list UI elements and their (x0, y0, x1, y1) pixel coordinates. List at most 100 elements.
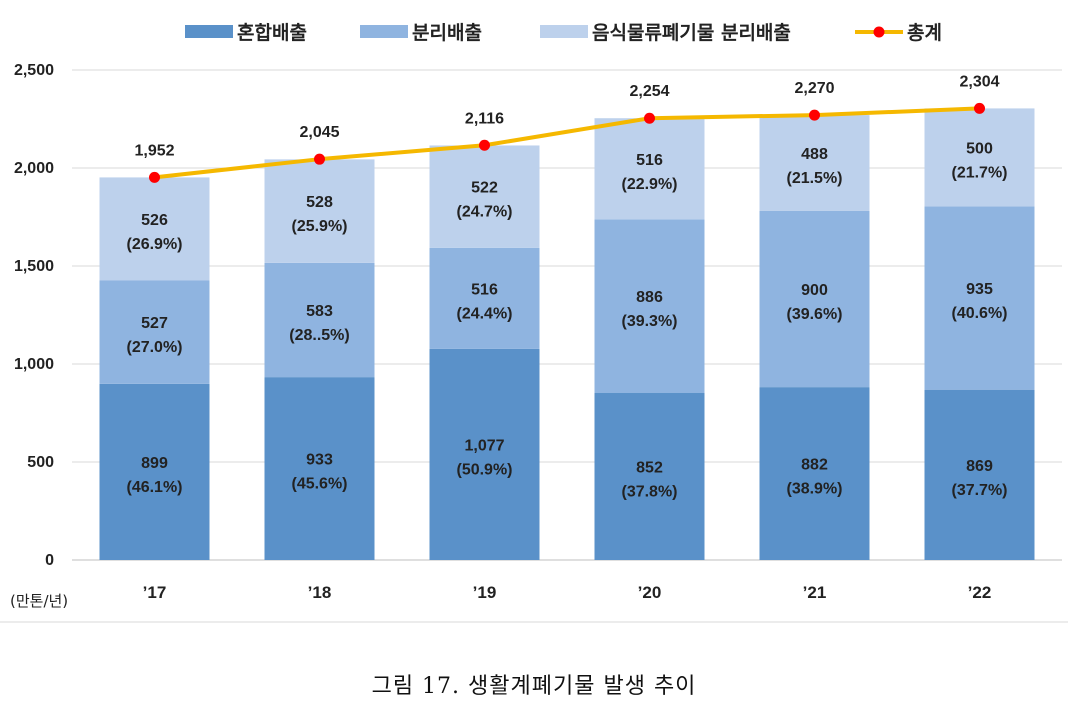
segment-value-label: 933 (306, 452, 333, 469)
legend-item: 분리배출 (360, 22, 482, 44)
x-axis-ticks: ’17 ’18 ’19 ’20 ’21 ’22 (143, 583, 992, 602)
bar-segment (759, 210, 870, 388)
segment-percent-label: (37.7%) (951, 482, 1007, 499)
bar-segment (264, 262, 375, 378)
bar-segment (99, 383, 210, 560)
total-marker (479, 139, 490, 151)
segment-value-label: 886 (636, 289, 663, 306)
bar-segment (99, 280, 210, 384)
legend-label: 음식물류폐기물 분리배출 (592, 22, 791, 44)
segment-value-label: 522 (471, 180, 498, 197)
bars (99, 108, 1035, 560)
y-tick-label: 1,500 (14, 258, 54, 275)
x-tick-label: ’21 (803, 583, 827, 602)
segment-value-label: 528 (306, 194, 333, 211)
segment-value-label: 526 (141, 212, 168, 229)
legend: 혼합배출 분리배출 음식물류폐기물 분리배출 총계 (185, 21, 942, 44)
total-line: 1,952 2,045 2,116 2,254 2,270 2,304 (134, 73, 1000, 183)
total-value-label: 2,304 (959, 73, 999, 90)
legend-swatch (360, 25, 408, 38)
legend-label: 분리배출 (412, 22, 482, 44)
y-axis-ticks: 0 500 1,000 1,500 2,000 2,500 (14, 62, 54, 569)
legend-label: 총계 (907, 22, 942, 44)
segment-value-label: 527 (141, 315, 168, 332)
segment-percent-label: (24.7%) (456, 204, 512, 221)
segment-percent-label: (38.9%) (786, 481, 842, 498)
segment-percent-label: (22.9%) (621, 176, 677, 193)
y-tick-label: 2,500 (14, 62, 54, 79)
total-value-label: 2,254 (629, 83, 669, 100)
segment-value-label: 1,077 (464, 437, 504, 454)
segment-value-label: 516 (636, 152, 663, 169)
bar-segment (759, 115, 870, 211)
total-value-label: 2,045 (299, 124, 339, 141)
legend-swatch (540, 25, 588, 38)
segment-value-label: 900 (801, 282, 828, 299)
total-marker (809, 109, 820, 121)
total-value-label: 2,116 (465, 110, 504, 127)
bar-segment (429, 145, 540, 248)
x-tick-label: ’18 (308, 583, 332, 602)
bar-segment (429, 247, 540, 349)
segment-percent-label: (21.7%) (951, 164, 1007, 181)
bar-segment (429, 348, 540, 560)
unit-label: (만톤/년) (10, 592, 68, 610)
segment-value-label: 516 (471, 281, 498, 298)
figure-caption: 그림 17. 생활계폐기물 발생 추이 (371, 674, 697, 699)
bar-segment (924, 206, 1035, 390)
segment-percent-label: (46.1%) (126, 479, 182, 496)
total-marker (974, 102, 985, 114)
segment-percent-label: (50.9%) (456, 461, 512, 478)
legend-item: 총계 (855, 22, 942, 44)
segment-percent-label: (37.8%) (621, 484, 677, 501)
total-marker (149, 171, 160, 183)
segment-value-label: 488 (801, 146, 828, 163)
segment-percent-label: (26.9%) (126, 236, 182, 253)
bar-segment (759, 387, 870, 560)
grid-lines (72, 69, 1062, 561)
x-tick-label: ’22 (968, 583, 992, 602)
legend-item: 음식물류폐기물 분리배출 (540, 22, 791, 44)
total-marker (644, 112, 655, 124)
segment-percent-label: (45.6%) (291, 476, 347, 493)
bar-segment (99, 177, 210, 281)
bar-segment (924, 108, 1035, 207)
x-tick-label: ’17 (143, 583, 167, 602)
segment-percent-label: (21.5%) (786, 170, 842, 187)
bar-segment (924, 389, 1035, 560)
total-value-label: 2,270 (794, 80, 834, 97)
bar-segment (594, 219, 705, 394)
total-line-path (154, 106, 980, 180)
legend-swatch (185, 25, 233, 38)
legend-marker (873, 26, 885, 38)
segment-value-label: 935 (966, 281, 993, 298)
segment-value-label: 852 (636, 460, 663, 477)
y-tick-label: 2,000 (14, 160, 54, 177)
segment-percent-label: (40.6%) (951, 305, 1007, 322)
legend-item: 혼합배출 (185, 21, 307, 44)
total-marker (314, 153, 325, 165)
segment-percent-label: (39.3%) (621, 313, 677, 330)
y-tick-label: 0 (45, 552, 54, 569)
y-tick-label: 500 (27, 454, 54, 471)
segment-percent-label: (27.0%) (126, 339, 182, 356)
bar-segment (264, 159, 375, 263)
segment-percent-label: (39.6%) (786, 306, 842, 323)
bar-segment (594, 118, 705, 220)
x-tick-label: ’20 (638, 583, 662, 602)
legend-label: 혼합배출 (237, 21, 307, 44)
segment-percent-label: (28..5%) (289, 327, 349, 344)
segment-value-label: 882 (801, 457, 828, 474)
segment-percent-label: (24.4%) (456, 305, 512, 322)
segment-value-label: 869 (966, 458, 993, 475)
bar-segment (594, 393, 705, 560)
segment-value-label: 899 (141, 455, 168, 472)
segment-value-label: 583 (306, 303, 333, 320)
segment-labels: 899 (46.1%) 933 (45.6%) 1,077 (50.9%) 852 (37.8… (126, 140, 1007, 500)
segment-percent-label: (25.9%) (291, 218, 347, 235)
stacked-bar-chart: 혼합배출 분리배출 음식물류폐기물 분리배출 총계 0 500 1,000 1,500 2,0… (0, 21, 1068, 623)
x-tick-label: ’19 (473, 583, 497, 602)
total-value-label: 1,952 (134, 142, 174, 159)
segment-value-label: 500 (966, 140, 993, 157)
y-tick-label: 1,000 (14, 356, 54, 373)
